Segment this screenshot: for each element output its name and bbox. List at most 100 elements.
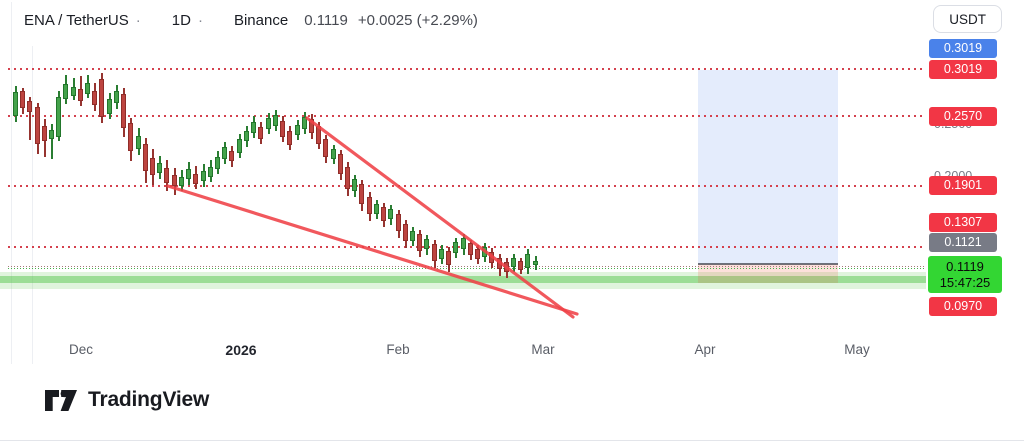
candle-body <box>42 126 47 141</box>
exchange-label: Binance <box>233 11 289 29</box>
price-label-prev-close[interactable]: 0.1121 <box>929 233 997 252</box>
candle-body <box>266 118 271 129</box>
chart-header: ENA / TetherUS · 1D · Binance 0.1119 +0.… <box>0 0 1024 40</box>
candle-body <box>396 214 401 231</box>
candle-body <box>49 130 54 139</box>
candle-body <box>403 224 408 241</box>
candle-body <box>381 207 386 221</box>
candle-body <box>424 239 429 249</box>
candle-body <box>258 127 263 139</box>
interval-label[interactable]: 1D <box>171 11 191 29</box>
price-label-line-blue[interactable]: 0.3019 <box>929 39 997 58</box>
candle-body <box>143 144 148 171</box>
candle-body <box>388 209 393 219</box>
candle-body <box>179 177 184 186</box>
alert-level-dotted-line[interactable] <box>8 185 926 187</box>
symbol-title[interactable]: ENA / TetherUS <box>24 11 129 29</box>
candle-body <box>208 167 213 177</box>
candle-body <box>338 154 343 174</box>
candle-body <box>27 101 32 112</box>
candle-body <box>295 125 300 135</box>
separator-dot: · <box>135 11 141 29</box>
candle-body <box>136 136 141 149</box>
candle-body <box>511 258 516 267</box>
price-label-alert[interactable]: 0.1901 <box>929 176 997 195</box>
candle-body <box>352 179 357 191</box>
bottom-divider <box>0 440 1024 441</box>
candle-body <box>374 204 379 214</box>
candle-wick <box>29 97 31 140</box>
candle-body <box>468 243 473 255</box>
candle-body <box>244 131 249 141</box>
candle-body <box>439 249 444 259</box>
candle-body <box>410 231 415 241</box>
candle-body <box>35 107 40 144</box>
candle-body <box>367 197 372 214</box>
long-position-profit-zone[interactable] <box>698 70 838 264</box>
candle-body <box>518 261 523 270</box>
price-label-last-price[interactable]: 0.1119 15:47:25 <box>928 256 1002 293</box>
candle-body <box>302 117 307 129</box>
long-position-entry-line[interactable] <box>698 263 838 265</box>
price-label-alert[interactable]: 0.2570 <box>929 107 997 126</box>
time-axis-label: Apr <box>694 342 716 357</box>
candle-body <box>237 139 242 153</box>
time-axis-label: Feb <box>386 342 410 357</box>
candle-body <box>287 131 292 145</box>
trend-line[interactable] <box>305 116 575 319</box>
candle-body <box>432 244 437 261</box>
candle-body <box>251 122 256 133</box>
last-update-time: 15:47:25 <box>939 274 991 290</box>
tradingview-logo-icon <box>45 389 77 411</box>
currency-toggle-button[interactable]: USDT <box>933 5 1002 33</box>
candle-wick <box>51 124 53 159</box>
candle-body <box>114 91 119 103</box>
candle-body <box>20 91 25 108</box>
candle-body <box>164 168 169 183</box>
candle-body <box>193 174 198 184</box>
tradingview-logo[interactable]: TradingView <box>44 388 209 412</box>
alert-level-dotted-line[interactable] <box>8 68 926 70</box>
last-price-text: 0.1119 <box>304 11 348 29</box>
candle-body <box>128 123 133 151</box>
candle-body <box>453 242 458 253</box>
price-label-alert[interactable]: 0.0970 <box>929 297 997 316</box>
candle-body <box>229 151 234 161</box>
candle-body <box>172 175 177 186</box>
candle-body <box>63 84 68 99</box>
candle-body <box>201 171 206 181</box>
candle-body <box>157 163 162 173</box>
candle-body <box>215 157 220 169</box>
price-label-alert[interactable]: 0.3019 <box>929 60 997 79</box>
separator-dot: · <box>197 11 203 29</box>
alert-level-dotted-line[interactable] <box>8 246 926 248</box>
plot-vertical-guide <box>11 2 12 364</box>
candle-body <box>323 139 328 157</box>
candle-body <box>78 89 83 101</box>
candle-body <box>150 158 155 175</box>
trend-line[interactable] <box>166 184 579 316</box>
candle-body <box>525 254 530 268</box>
alert-level-dotted-line[interactable] <box>8 115 926 117</box>
candle-body <box>186 169 191 179</box>
candle-body <box>13 92 18 116</box>
candle-body <box>273 115 278 126</box>
time-axis-label: May <box>844 342 870 357</box>
time-axis-label: Dec <box>68 342 94 357</box>
candle-body <box>533 261 538 265</box>
candle-body <box>56 97 61 137</box>
tradingview-logo-text: TradingView <box>88 388 210 411</box>
candle-body <box>92 91 97 105</box>
candle-body <box>475 249 480 259</box>
candle-body <box>222 147 227 159</box>
candle-body <box>107 99 112 114</box>
candle-body <box>99 79 104 117</box>
price-label-alert[interactable]: 0.1307 <box>929 213 997 232</box>
candle-body <box>71 87 76 96</box>
candle-body <box>121 94 126 128</box>
candle-body <box>446 251 451 265</box>
candle-body <box>331 149 336 159</box>
candle-body <box>85 83 90 94</box>
